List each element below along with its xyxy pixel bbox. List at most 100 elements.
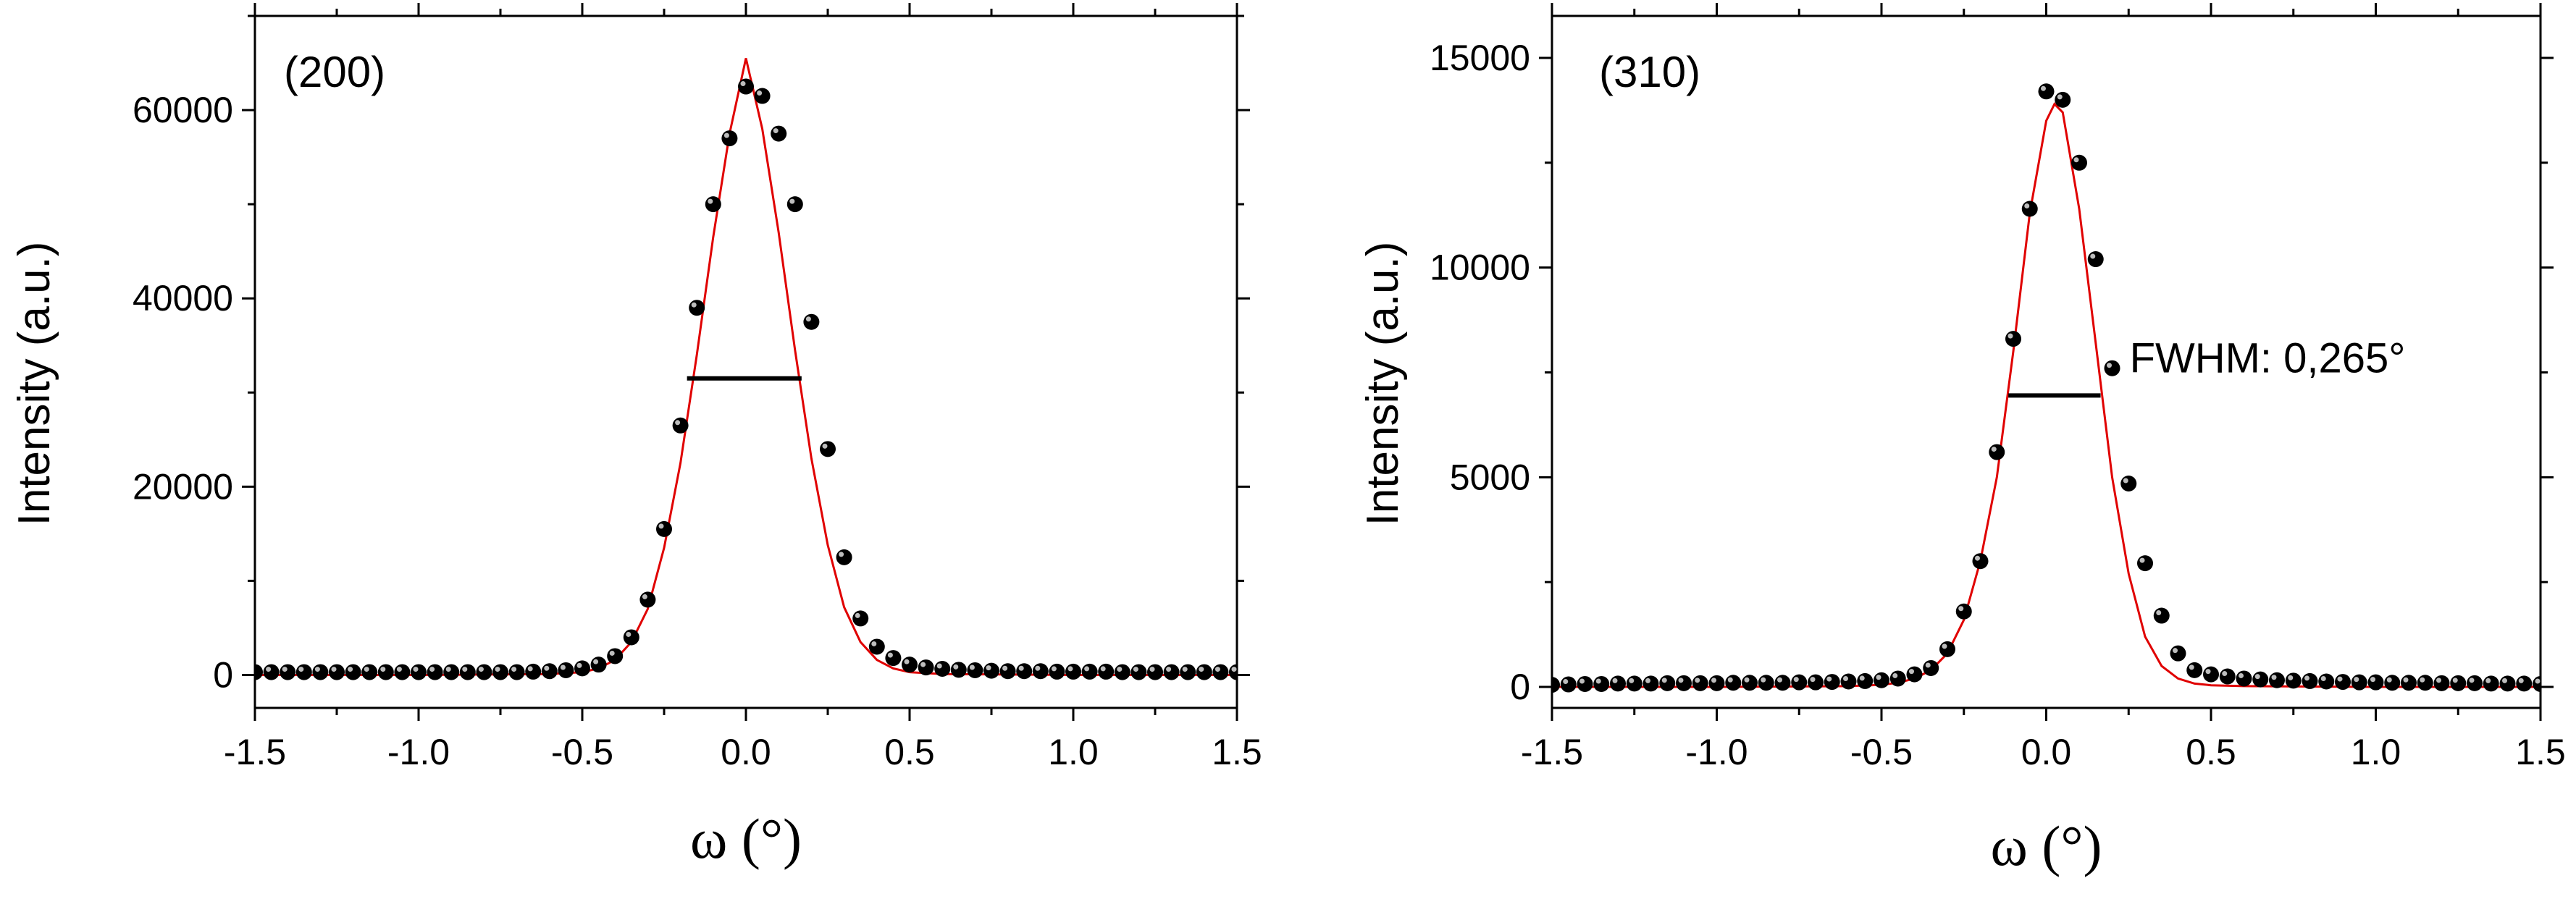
data-point-highlight (413, 667, 419, 672)
data-point (1065, 663, 1081, 680)
data-point-highlight (2320, 675, 2326, 681)
data-point-highlight (1777, 677, 1782, 683)
data-point-highlight (1695, 678, 1700, 683)
data-point (1610, 675, 1626, 692)
data-point-highlight (380, 667, 386, 672)
data-point-highlight (314, 667, 320, 672)
data-point-highlight (1661, 678, 1667, 683)
data-point-highlight (2370, 677, 2375, 683)
data-point (820, 441, 836, 457)
data-point-highlight (429, 667, 435, 672)
data-point-highlight (1182, 667, 1188, 672)
data-point-highlight (2205, 669, 2211, 675)
data-point (738, 78, 754, 95)
x-tick-label: -1.0 (1685, 732, 1748, 772)
data-point (525, 663, 542, 680)
data-point (2021, 201, 2038, 217)
data-point-highlight (445, 667, 451, 672)
data-point (1708, 675, 1725, 691)
data-point (1577, 675, 1593, 692)
data-point-highlight (1942, 643, 1947, 649)
data-point-highlight (1843, 675, 1848, 681)
data-point-highlight (789, 198, 795, 204)
data-point (2433, 675, 2450, 691)
data-point (329, 664, 345, 680)
data-point-highlight (1067, 666, 1073, 672)
data-point-highlight (642, 594, 647, 599)
data-point (1906, 666, 1923, 683)
data-point (803, 313, 820, 330)
data-point (1725, 675, 1742, 691)
data-point-highlight (1744, 677, 1750, 683)
data-point-highlight (2173, 648, 2178, 654)
data-point (1593, 675, 1610, 692)
data-point-highlight (773, 128, 779, 134)
data-point (934, 661, 951, 678)
data-point (1081, 663, 1098, 680)
data-point-highlight (658, 523, 664, 529)
x-tick-label: -1.0 (387, 732, 450, 772)
data-point-highlight (2354, 677, 2359, 683)
data-point (508, 664, 525, 680)
data-point (427, 664, 443, 680)
data-point (1972, 553, 1989, 570)
data-point-highlight (2337, 676, 2343, 682)
data-point (1889, 670, 1906, 687)
y-tick-label: 40000 (133, 278, 233, 318)
data-point (590, 657, 607, 673)
data-point (771, 125, 787, 142)
data-point-highlight (2469, 678, 2475, 683)
data-point (983, 662, 999, 679)
data-point-highlight (2518, 678, 2524, 683)
data-point-highlight (2222, 671, 2228, 677)
data-point (2516, 675, 2533, 692)
data-point (2005, 331, 2021, 347)
data-point-highlight (822, 443, 828, 449)
data-point (2203, 666, 2219, 683)
plot-area (250, 58, 1237, 680)
data-point-highlight (805, 316, 811, 322)
data-point (1626, 675, 1642, 692)
data-point-highlight (266, 667, 272, 672)
data-point-highlight (250, 667, 255, 672)
data-point (1857, 672, 1874, 689)
fit-curve (1552, 102, 2541, 688)
data-point (312, 664, 329, 680)
data-point-highlight (1018, 665, 1024, 671)
data-point (2236, 670, 2252, 687)
data-point-highlight (1595, 678, 1601, 684)
data-point-highlight (1727, 677, 1733, 683)
data-point-highlight (2123, 478, 2128, 484)
data-point-highlight (1810, 677, 1816, 683)
data-point (2384, 675, 2401, 691)
x-tick-label: 1.5 (1212, 732, 1262, 772)
data-point-highlight (708, 198, 713, 204)
data-point-highlight (1629, 678, 1635, 683)
data-point (2153, 607, 2170, 624)
data-point (1808, 674, 1824, 691)
data-point-highlight (1166, 667, 1172, 672)
data-point (1774, 675, 1791, 691)
data-point (345, 664, 361, 680)
data-point (1939, 641, 1955, 657)
data-point-highlight (348, 667, 353, 672)
data-point (394, 664, 411, 680)
x-tick-label: -0.5 (551, 732, 613, 772)
data-point-highlight (1859, 675, 1865, 681)
data-point (950, 662, 967, 678)
data-point (2071, 154, 2087, 171)
data-point-highlight (1002, 665, 1008, 671)
data-point-highlight (2239, 672, 2244, 678)
data-point (1824, 674, 1840, 691)
fwhm-label: FWHM: 0,265° (2130, 334, 2406, 381)
data-point (574, 660, 590, 677)
x-tick-label: 0.5 (884, 732, 935, 772)
data-point (1923, 659, 1939, 676)
data-point (999, 663, 1016, 680)
plot-frame (253, 14, 1238, 709)
data-point (868, 638, 885, 655)
data-point-highlight (609, 650, 615, 656)
data-point-highlight (1100, 666, 1106, 672)
data-point-highlight (2502, 678, 2507, 683)
data-point (1130, 664, 1147, 680)
